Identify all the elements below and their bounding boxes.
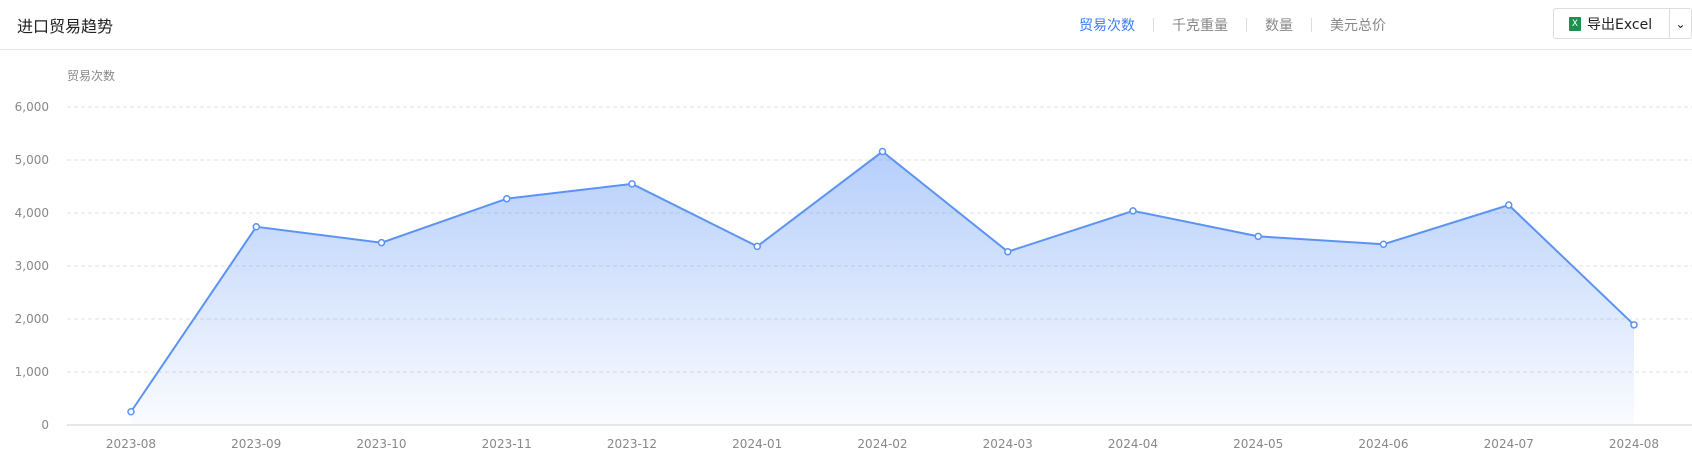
y-tick-label: 6,000: [15, 100, 49, 114]
data-point: [1129, 207, 1137, 215]
x-tick-label: 2024-01: [732, 437, 782, 451]
data-point: [1254, 232, 1262, 241]
export-excel-button[interactable]: X 导出Excel: [1554, 9, 1670, 38]
x-tick-label: 2024-03: [983, 437, 1033, 451]
y-tick-label: 0: [41, 418, 49, 432]
data-point: [127, 408, 135, 416]
x-tick-label: 2024-04: [1108, 437, 1158, 451]
y-axis-label: 贸易次数: [67, 68, 115, 83]
data-point: [1505, 201, 1513, 209]
data-point: [503, 194, 511, 203]
divider: [1153, 18, 1154, 32]
tab-weight-kg[interactable]: 千克重量: [1172, 18, 1228, 34]
excel-icon: X: [1569, 16, 1581, 31]
x-tick-label: 2024-08: [1609, 437, 1659, 451]
data-point: [878, 147, 887, 156]
tab-quantity[interactable]: 数量: [1265, 18, 1293, 34]
data-point: [753, 242, 761, 251]
metric-tabs: 贸易次数 千克重量 数量 美元总价: [1079, 15, 1386, 35]
export-label: 导出Excel: [1587, 16, 1653, 33]
page-title: 进口贸易趋势: [17, 17, 114, 36]
y-tick-label: 3,000: [15, 259, 49, 273]
x-tick-label: 2023-08: [106, 437, 156, 451]
area-fill: [131, 151, 1634, 425]
data-point: [628, 180, 636, 188]
tab-usd-total[interactable]: 美元总价: [1330, 18, 1386, 34]
y-tick-label: 2,000: [15, 312, 49, 326]
tab-trade-count[interactable]: 贸易次数: [1079, 18, 1135, 34]
x-tick-label: 2023-09: [231, 437, 281, 451]
x-tick-label: 2023-12: [607, 437, 657, 451]
y-tick-label: 5,000: [15, 153, 49, 167]
y-tick-label: 1,000: [15, 365, 49, 379]
x-tick-label: 2024-06: [1358, 437, 1408, 451]
x-tick-label: 2023-10: [356, 437, 406, 451]
x-tick-label: 2023-11: [482, 437, 532, 451]
y-tick-label: 4,000: [15, 206, 49, 220]
x-tick-label: 2024-07: [1484, 437, 1534, 451]
data-point: [252, 223, 260, 231]
divider: [1246, 18, 1247, 32]
x-tick-label: 2024-05: [1233, 437, 1283, 451]
divider: [1311, 18, 1312, 32]
x-tick-label: 2024-02: [857, 437, 907, 451]
data-point: [1004, 247, 1012, 256]
header: 进口贸易趋势 贸易次数 千克重量 数量 美元总价 X 导出Excel ⌄: [0, 0, 1692, 50]
data-point: [377, 238, 386, 247]
chevron-down-icon[interactable]: ⌄: [1675, 16, 1686, 31]
data-point: [1379, 240, 1388, 249]
data-point: [1630, 321, 1638, 329]
